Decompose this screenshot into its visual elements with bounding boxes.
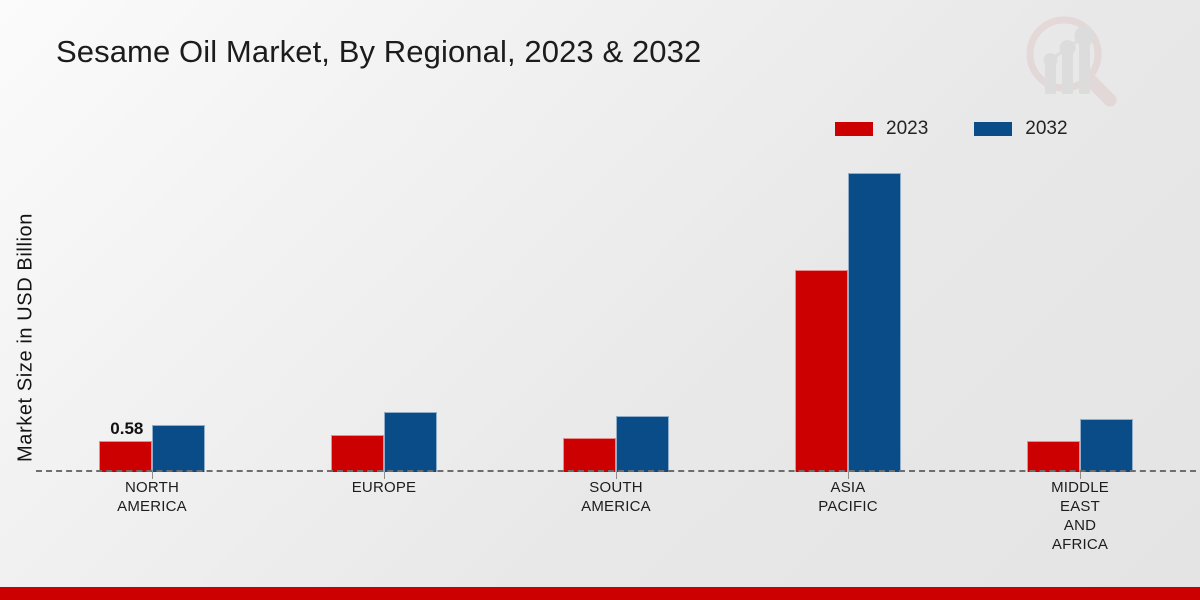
x-axis-category-label: EUROPE — [268, 478, 500, 554]
category-label-line: MIDDLE — [1051, 479, 1109, 496]
chart-legend: 2023 2032 — [835, 118, 1068, 140]
x-axis-tick — [848, 472, 849, 479]
bar-group — [964, 150, 1196, 479]
legend-label-2023: 2023 — [886, 118, 929, 139]
bar-group — [500, 150, 732, 479]
x-axis-tick — [384, 472, 385, 479]
category-label-line: PACIFIC — [818, 498, 878, 515]
legend-swatch-2032 — [974, 122, 1013, 136]
category-label-line: EAST — [1060, 498, 1100, 515]
category-label-line: AMERICA — [581, 498, 651, 515]
bar-2023[interactable] — [331, 434, 384, 472]
bar-2023[interactable] — [1027, 441, 1080, 472]
bar-group — [732, 150, 964, 479]
bar-2032[interactable] — [1080, 419, 1133, 472]
x-axis-tick — [616, 472, 617, 479]
chart-title: Sesame Oil Market, By Regional, 2023 & 2… — [56, 34, 702, 69]
bar-2032[interactable] — [848, 172, 901, 472]
x-axis-category-label: ASIA PACIFIC — [732, 478, 964, 554]
x-axis-baseline — [36, 470, 1196, 472]
bar-group — [268, 150, 500, 479]
bar-2023[interactable] — [795, 269, 848, 472]
footer-accent-bar — [0, 587, 1200, 600]
bar-value-label: 0.58 — [110, 419, 144, 439]
legend-swatch-2023 — [835, 122, 873, 136]
y-axis-title: Market Size in USD Billion — [14, 213, 37, 463]
category-label-line: AND — [1063, 517, 1097, 534]
bar-2023[interactable]: 0.58 — [99, 419, 152, 472]
bar-2032[interactable] — [384, 412, 437, 472]
plot-area: 0.58 — [36, 150, 1196, 479]
category-label-line: AMERICA — [117, 498, 187, 515]
legend-item-2032[interactable]: 2032 — [974, 118, 1068, 140]
category-label-line: SOUTH — [589, 479, 643, 496]
bar-groups: 0.58 — [36, 150, 1196, 479]
bar-group: 0.58 — [36, 150, 268, 479]
bar-2032[interactable] — [616, 416, 669, 472]
x-axis-category-label: SOUTH AMERICA — [500, 478, 732, 554]
x-axis-category-label: MIDDLE EAST AND AFRICA — [964, 478, 1196, 554]
category-label-line: AFRICA — [1051, 536, 1109, 553]
category-label-line: ASIA — [830, 479, 866, 496]
x-axis-category-labels: NORTH AMERICA EUROPE SOUTH AMERICA ASIA PACIFI… — [36, 478, 1196, 554]
legend-item-2023[interactable]: 2023 — [835, 118, 928, 140]
x-axis-category-label: NORTH AMERICA — [36, 478, 268, 554]
x-axis-tick — [1080, 472, 1081, 479]
category-label-line: EUROPE — [351, 479, 417, 496]
x-axis-tick — [152, 472, 153, 479]
bar-2032[interactable] — [152, 424, 205, 472]
market-research-logo-watermark-icon — [1018, 8, 1122, 112]
category-label-line: NORTH — [124, 479, 180, 496]
legend-label-2032: 2032 — [1025, 118, 1068, 139]
bar-2023[interactable] — [563, 438, 616, 472]
